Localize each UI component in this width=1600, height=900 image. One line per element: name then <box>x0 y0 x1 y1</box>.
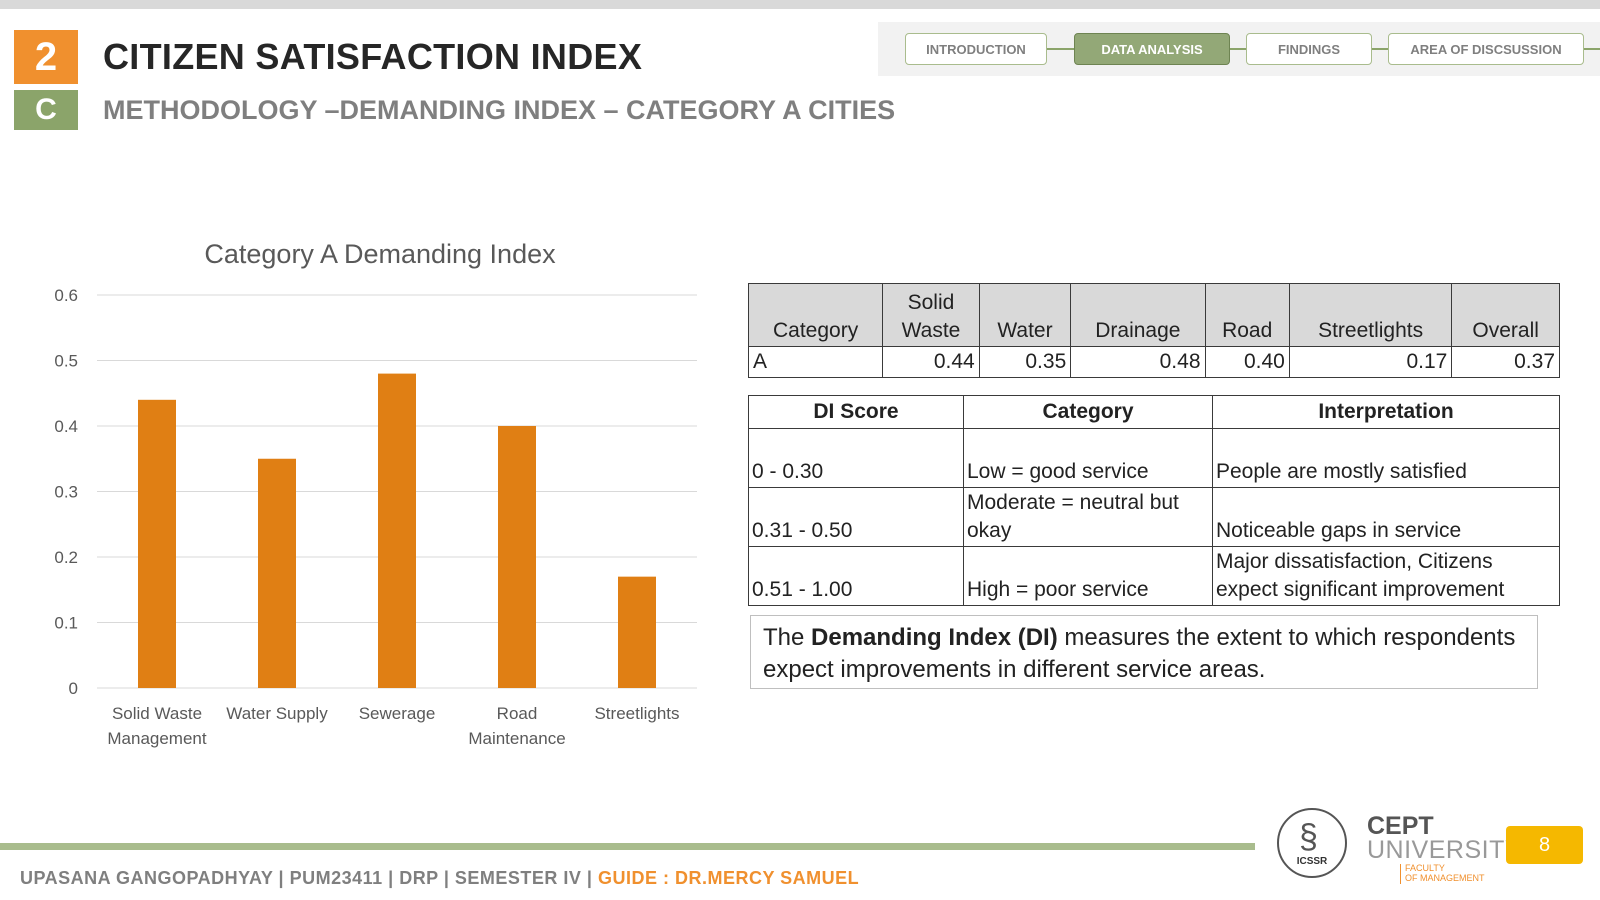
tab-findings[interactable]: FINDINGS <box>1246 33 1372 65</box>
footer-line <box>0 843 1255 850</box>
di-table-cell: Noticeable gaps in service <box>1212 487 1560 547</box>
header-text: Drainage <box>1095 318 1181 342</box>
score-table-cell: 0.17 <box>1288 346 1453 378</box>
tab-introduction[interactable]: INTRODUCTION <box>905 33 1047 65</box>
header-text: Category <box>773 318 859 342</box>
bar <box>138 399 176 688</box>
score-table: Category Solid Waste Water Drainage Road Stree… <box>747 283 1560 378</box>
cept-university-text: UNIVERSITY <box>1367 836 1523 864</box>
header-text: Streetlights <box>1318 318 1424 342</box>
note-bold-term: Demanding Index (DI) <box>811 624 1058 651</box>
header-text: Water <box>997 318 1053 342</box>
score-table-header-cell: Category <box>747 283 884 347</box>
x-tick-label: Management <box>107 729 207 748</box>
score-table-header-cell: Streetlights <box>1288 283 1453 347</box>
bar <box>498 426 536 688</box>
header-text: Road <box>1222 318 1273 342</box>
icssr-logo: § ICSSR <box>1277 808 1347 878</box>
di-table-cell: Moderate = neutral but okay <box>963 487 1213 547</box>
score-table-header: Category Solid Waste Water Drainage Road Stree… <box>747 283 1560 347</box>
top-strip <box>0 0 1600 9</box>
score-table-cell: 0.44 <box>882 346 980 378</box>
bar-chart: Category A Demanding Index 0 0.1 0.2 0.3 0.4… <box>54 239 697 748</box>
y-tick-label: 0.6 <box>54 286 78 305</box>
score-table-header-cell: Water <box>978 283 1072 347</box>
table-row: 0 - 0.30 Low = good service People are mos… <box>748 428 1560 488</box>
score-table-cell: 0.40 <box>1204 346 1290 378</box>
table-row: 0.51 - 1.00 High = poor service Major diss… <box>748 546 1560 606</box>
di-table-header-cell: DI Score <box>748 395 964 429</box>
nav-connector <box>1045 48 1075 50</box>
tab-area-of-discussion[interactable]: AREA OF DISCSUSSION <box>1388 33 1584 65</box>
score-table-cell: 0.48 <box>1070 346 1206 378</box>
x-tick-label: Water Supply <box>226 704 328 723</box>
bar <box>258 458 296 688</box>
di-table-cell: 0.51 - 1.00 <box>748 546 964 606</box>
icssr-emblem-icon: § <box>1299 818 1318 856</box>
di-table-header: DI Score Category Interpretation <box>748 395 1560 429</box>
y-tick-label: 0.2 <box>54 548 78 567</box>
di-table-cell: People are mostly satisfied <box>1212 428 1560 488</box>
x-tick-label: Sewerage <box>359 704 436 723</box>
page-number: 8 <box>1506 826 1583 864</box>
icssr-logo-text: ICSSR <box>1296 856 1328 867</box>
nav-connector <box>1372 48 1388 50</box>
di-table-cell: High = poor service <box>963 546 1213 606</box>
bar <box>618 576 656 688</box>
di-table-cell: Low = good service <box>963 428 1213 488</box>
faculty-of-management-text: FACULTY OF MANAGEMENT <box>1400 863 1485 884</box>
header-text: Waste <box>901 318 961 342</box>
di-table-cell: 0.31 - 0.50 <box>748 487 964 547</box>
x-tick-label: Maintenance <box>468 729 565 748</box>
y-tick-label: 0 <box>69 679 78 698</box>
di-table-cell: Major dissatisfaction, Citizens expect s… <box>1212 546 1560 606</box>
score-table-cell: 0.35 <box>978 346 1072 378</box>
y-tick-label: 0.3 <box>54 483 78 502</box>
score-table-cell: A <box>747 346 884 378</box>
nav-connector <box>1230 48 1246 50</box>
table-row: A 0.44 0.35 0.48 0.40 0.17 0.37 <box>747 346 1560 378</box>
di-table-header-cell: Interpretation <box>1212 395 1560 429</box>
score-table-cell: 0.37 <box>1451 346 1560 378</box>
faculty-line-1: FACULTY <box>1405 863 1445 873</box>
page-subtitle: METHODOLOGY –DEMANDING INDEX – CATEGORY … <box>103 95 896 125</box>
score-table-header-cell: Overall <box>1451 283 1560 347</box>
nav-connector <box>1584 48 1600 50</box>
di-interpretation-table: DI Score Category Interpretation 0 - 0.30 L… <box>748 395 1560 606</box>
di-table-header-cell: Category <box>963 395 1213 429</box>
footer-credits: UPASANA GANGOPADHYAY | PUM23411 | DRP | … <box>20 868 859 889</box>
y-tick-label: 0.4 <box>54 417 78 436</box>
footer-guide: GUIDE : DR.MERCY SAMUEL <box>597 868 860 888</box>
section-letter-badge: C <box>14 90 78 130</box>
x-tick-label: Solid Waste <box>112 704 202 723</box>
di-table-cell: 0 - 0.30 <box>748 428 964 488</box>
footer-author: UPASANA GANGOPADHYAY | PUM23411 | DRP | … <box>20 868 598 888</box>
page-title: CITIZEN SATISFACTION INDEX <box>103 36 643 77</box>
score-table-header-cell: Road <box>1204 283 1290 347</box>
note-text-after: measures the extent to which respondents… <box>763 624 1516 684</box>
bar <box>378 373 416 688</box>
x-tick-label: Road <box>497 704 538 723</box>
table-row: 0.31 - 0.50 Moderate = neutral but okay No… <box>748 487 1560 547</box>
cept-logo-text: CEPT <box>1367 812 1434 840</box>
score-table-header-cell: Solid Waste <box>882 283 980 347</box>
header-text: Solid <box>907 291 955 315</box>
section-number-badge: 2 <box>14 30 78 84</box>
x-tick-label: Streetlights <box>594 704 679 723</box>
tab-data-analysis[interactable]: DATA ANALYSIS <box>1074 33 1230 65</box>
note-text-before: The <box>763 624 812 651</box>
score-table-header-cell: Drainage <box>1070 283 1206 347</box>
di-definition-note: The Demanding Index (DI) measures the ex… <box>750 615 1538 689</box>
chart-title: Category A Demanding Index <box>204 239 556 269</box>
y-tick-label: 0.5 <box>54 352 78 371</box>
faculty-line-2: OF MANAGEMENT <box>1405 872 1485 883</box>
header-text: Overall <box>1472 318 1539 342</box>
y-tick-label: 0.1 <box>54 614 78 633</box>
